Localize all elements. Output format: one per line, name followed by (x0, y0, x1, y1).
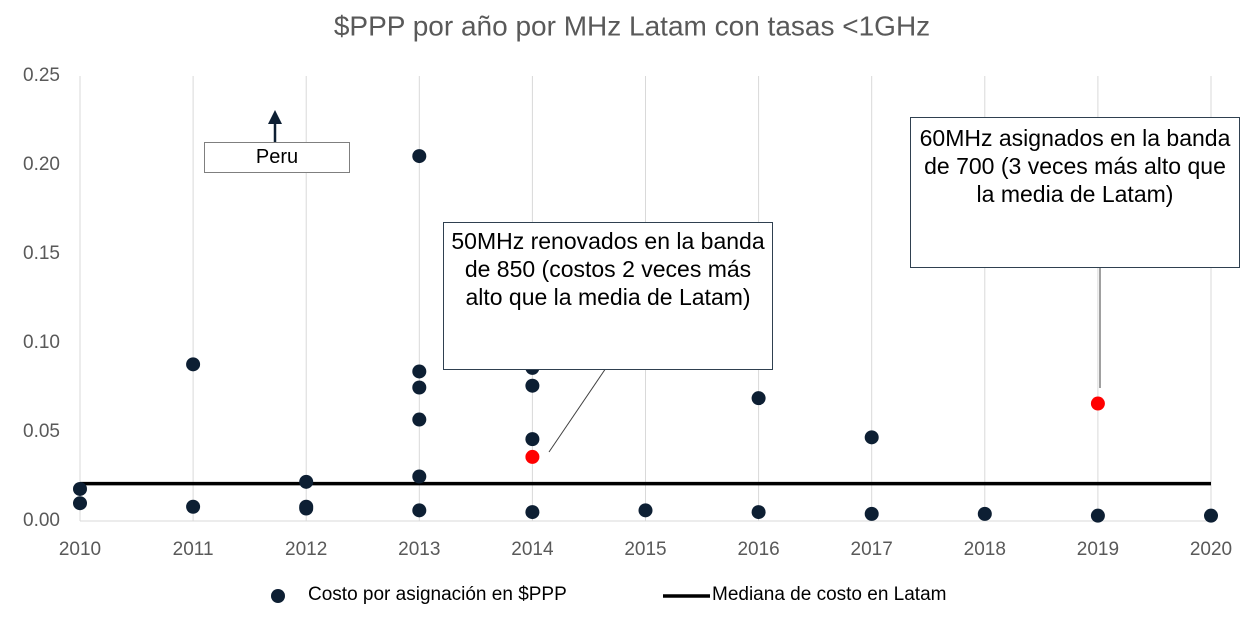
y-tick-label: 0.10 (23, 332, 60, 353)
point (299, 501, 314, 516)
point (412, 412, 427, 427)
point (525, 449, 540, 464)
x-tick-label: 2017 (851, 539, 893, 560)
y-tick-label: 0.20 (23, 154, 60, 175)
y-tick-label: 0.05 (23, 421, 60, 442)
x-tick-label: 2016 (737, 539, 779, 560)
point (412, 380, 427, 395)
x-tick-label: 2010 (59, 539, 101, 560)
point (412, 149, 427, 164)
point (864, 430, 879, 445)
point (638, 503, 653, 518)
point (73, 496, 87, 511)
x-tick-label: 2018 (964, 539, 1006, 560)
leader-line (548, 367, 607, 453)
point (186, 357, 201, 372)
point (1204, 508, 1218, 523)
annotation: 50MHz renovados en la banda de 850 (cost… (443, 222, 773, 370)
arrow-head (268, 110, 282, 124)
y-tick-label: 0.00 (23, 510, 60, 531)
x-tick-label: 2013 (398, 539, 440, 560)
point (412, 469, 427, 484)
point (525, 505, 540, 520)
chart-title: $PPP por año por MHz Latam con tasas <1G… (334, 10, 930, 41)
x-tick-label: 2012 (285, 539, 327, 560)
y-tick-label: 0.25 (23, 65, 60, 86)
y-tick-label: 0.15 (23, 243, 60, 264)
legend-marker (271, 589, 285, 603)
point (412, 364, 427, 379)
x-tick-label: 2020 (1190, 539, 1232, 560)
point (299, 474, 314, 489)
point (73, 481, 87, 496)
point (1090, 508, 1105, 523)
x-tick-label: 2014 (511, 539, 554, 560)
point (525, 432, 540, 447)
point (525, 378, 540, 393)
legend-label: Costo por asignación en $PPP (308, 584, 567, 605)
x-tick-label: 2011 (173, 539, 214, 560)
annotation: Peru (204, 142, 350, 173)
point (751, 505, 766, 520)
point (1090, 396, 1105, 411)
x-tick-label: 2015 (624, 539, 666, 560)
x-tick-label: 2019 (1077, 539, 1119, 560)
legend-label: Mediana de costo en Latam (712, 584, 947, 605)
point (864, 506, 879, 521)
point (186, 499, 201, 514)
point (977, 506, 992, 521)
annotation: 60MHz asignados en la banda de 700 (3 ve… (910, 117, 1240, 268)
point (751, 391, 766, 406)
point (412, 503, 427, 518)
